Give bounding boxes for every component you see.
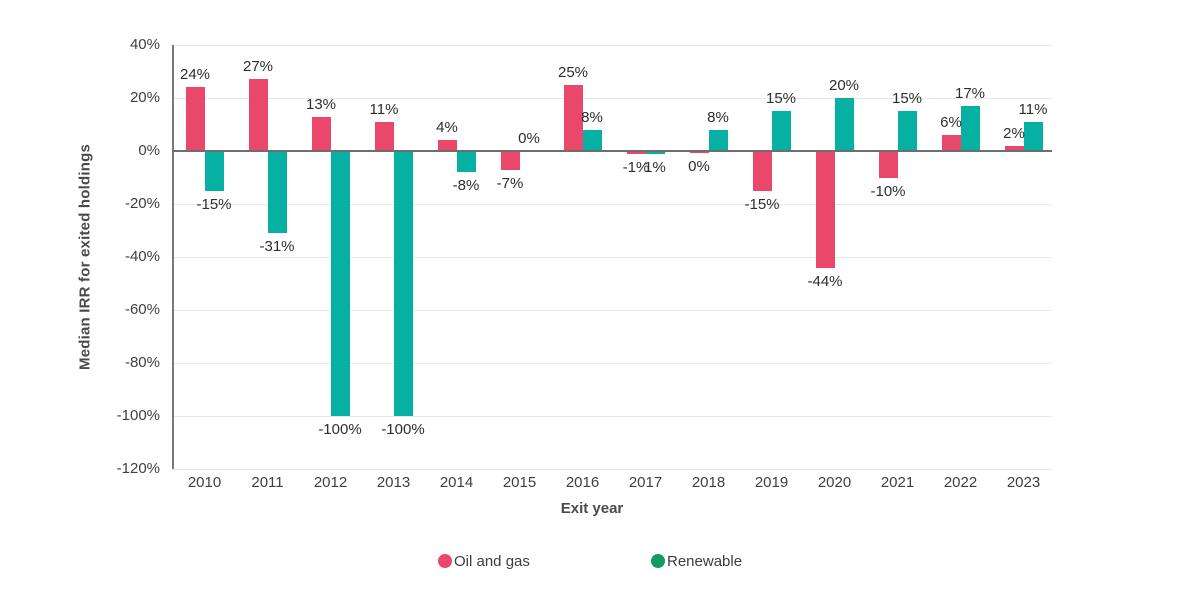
bar-value-label: 8% <box>581 108 603 126</box>
gridline <box>172 468 1052 470</box>
legend-label: Oil and gas <box>454 552 530 570</box>
bar-oil-2016 <box>563 84 583 151</box>
bar-oil-2015 <box>500 151 520 170</box>
oil-and-gas-legend-dot-icon <box>438 554 452 568</box>
bar-value-label: 8% <box>707 108 729 126</box>
legend-label: Renewable <box>667 552 743 570</box>
bar-value-label: -10% <box>870 182 906 200</box>
bar-value-label: 24% <box>179 66 211 84</box>
bar-value-label: -100% <box>318 421 362 438</box>
bar-renewable-2022 <box>960 105 980 151</box>
bar-renewable-2020 <box>834 98 854 151</box>
bar-value-label: 2% <box>1003 124 1025 142</box>
x-tick-label: 2015 <box>502 474 537 491</box>
bar-renewable-2019 <box>771 111 791 151</box>
y-tick-label: -40% <box>124 248 160 265</box>
bar-value-label: -7% <box>496 174 524 192</box>
gridline <box>172 309 1052 311</box>
bar-renewable-2016 <box>582 129 602 151</box>
y-tick-label: 20% <box>129 89 160 106</box>
bar-value-label: 20% <box>828 77 860 94</box>
bar-value-label: -15% <box>744 195 780 213</box>
gridline <box>172 97 1052 99</box>
bar-value-label: 27% <box>242 58 274 76</box>
bar-value-label: 15% <box>891 90 923 108</box>
x-tick-label: 2017 <box>628 474 663 491</box>
bar-renewable-2012 <box>330 151 350 416</box>
bar-renewable-2021 <box>897 111 917 151</box>
bar-value-label: -31% <box>259 238 295 256</box>
x-tick-label: 2020 <box>817 474 852 491</box>
bar-renewable-2018 <box>708 129 728 151</box>
y-tick-label: 40% <box>129 36 160 53</box>
bar-value-label: 0% <box>518 130 540 147</box>
x-tick-label: 2012 <box>313 474 348 491</box>
x-tick-label: 2023 <box>1006 474 1041 491</box>
x-tick-label: 2018 <box>691 474 726 491</box>
y-tick-label: -20% <box>124 195 160 212</box>
bar-value-label: 11% <box>1018 100 1048 118</box>
y-tick-label: 0% <box>138 142 160 159</box>
bar-value-label: -1% <box>622 158 650 176</box>
x-tick-label: 2021 <box>880 474 915 491</box>
bar-oil-2010 <box>185 87 205 151</box>
gridline <box>172 415 1052 417</box>
x-tick-label: 2019 <box>754 474 789 491</box>
bar-value-label: 11% <box>369 100 399 118</box>
bar-oil-2018 <box>689 151 709 153</box>
bar-value-label: 17% <box>954 84 986 102</box>
y-tick-label: -60% <box>124 301 160 318</box>
bar-renewable-2011 <box>267 151 287 234</box>
bar-renewable-2014 <box>456 151 476 173</box>
bar-value-label: -44% <box>807 272 843 290</box>
bar-oil-2012 <box>311 116 331 151</box>
gridline <box>172 362 1052 364</box>
bar-value-label: 1% <box>644 158 666 176</box>
bar-value-label: -8% <box>452 177 480 195</box>
x-tick-label: 2011 <box>251 474 284 491</box>
bar-value-label: 6% <box>940 114 962 132</box>
x-tick-label: 2016 <box>565 474 600 491</box>
bar-value-label: 13% <box>305 95 337 113</box>
y-tick-label: -120% <box>116 460 160 477</box>
bar-oil-2019 <box>752 151 772 191</box>
gridline <box>172 256 1052 258</box>
bar-oil-2021 <box>878 151 898 178</box>
renewable-legend-dot-icon <box>651 554 665 568</box>
gridline <box>172 44 1052 46</box>
bar-value-label: 0% <box>688 158 710 175</box>
bar-renewable-2023 <box>1023 121 1043 151</box>
y-axis-line <box>172 45 174 469</box>
x-axis-zero-line <box>172 150 1052 152</box>
bar-oil-2022 <box>941 135 961 151</box>
x-tick-label: 2014 <box>439 474 474 491</box>
bar-oil-2023 <box>1004 145 1024 151</box>
bar-value-label: -15% <box>196 195 232 213</box>
bar-oil-2011 <box>248 79 268 151</box>
bar-oil-2014 <box>437 140 457 151</box>
bar-value-label: -100% <box>381 421 425 438</box>
bar-value-label: 25% <box>557 63 589 81</box>
legend-item-oil-and-gas: Oil and gas <box>438 551 530 571</box>
bar-value-label: 15% <box>765 90 797 108</box>
legend-item-renewable: Renewable <box>651 551 742 571</box>
y-tick-label: -100% <box>116 407 160 424</box>
bar-oil-2017 <box>626 151 646 154</box>
bar-renewable-2013 <box>393 151 413 416</box>
x-tick-label: 2010 <box>187 474 222 491</box>
x-tick-label: 2022 <box>943 474 978 491</box>
bar-renewable-2010 <box>204 151 224 191</box>
gridline <box>172 203 1052 205</box>
bar-value-label: 4% <box>436 119 458 137</box>
x-tick-label: 2013 <box>376 474 411 491</box>
x-axis-title: Exit year <box>560 500 624 517</box>
bar-oil-2020 <box>815 151 835 268</box>
bar-oil-2013 <box>374 121 394 151</box>
bar-renewable-2017 <box>645 151 665 154</box>
y-tick-label: -80% <box>124 354 160 371</box>
